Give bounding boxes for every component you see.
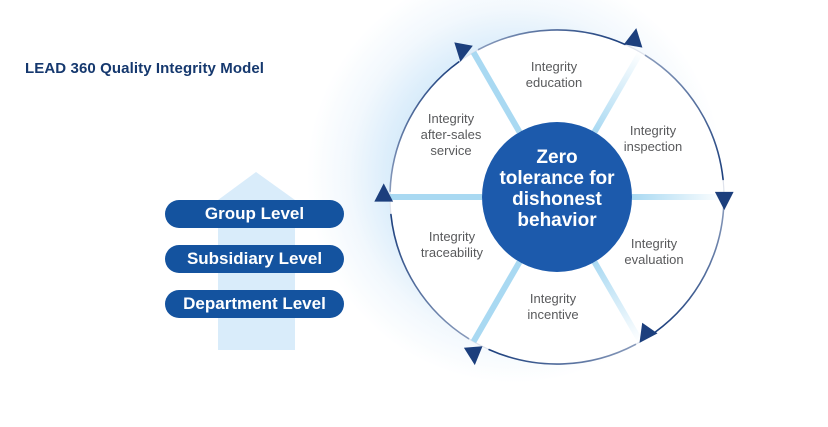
svg-text:Integrity: Integrity (428, 111, 475, 126)
svg-text:education: education (526, 75, 582, 90)
svg-text:Integrity: Integrity (631, 236, 678, 251)
svg-text:inspection: inspection (624, 139, 683, 154)
svg-text:behavior: behavior (517, 210, 597, 231)
svg-text:Integrity: Integrity (531, 59, 578, 74)
svg-text:traceability: traceability (421, 245, 484, 260)
svg-text:Integrity: Integrity (530, 291, 577, 306)
svg-text:after-sales: after-sales (421, 127, 482, 142)
svg-text:Zero: Zero (536, 147, 577, 168)
svg-text:evaluation: evaluation (624, 252, 683, 267)
svg-text:Integrity: Integrity (630, 123, 677, 138)
svg-text:dishonest: dishonest (512, 189, 602, 210)
svg-text:Integrity: Integrity (429, 229, 476, 244)
svg-text:service: service (430, 143, 471, 158)
svg-text:incentive: incentive (527, 307, 578, 322)
svg-text:tolerance for: tolerance for (499, 168, 615, 189)
